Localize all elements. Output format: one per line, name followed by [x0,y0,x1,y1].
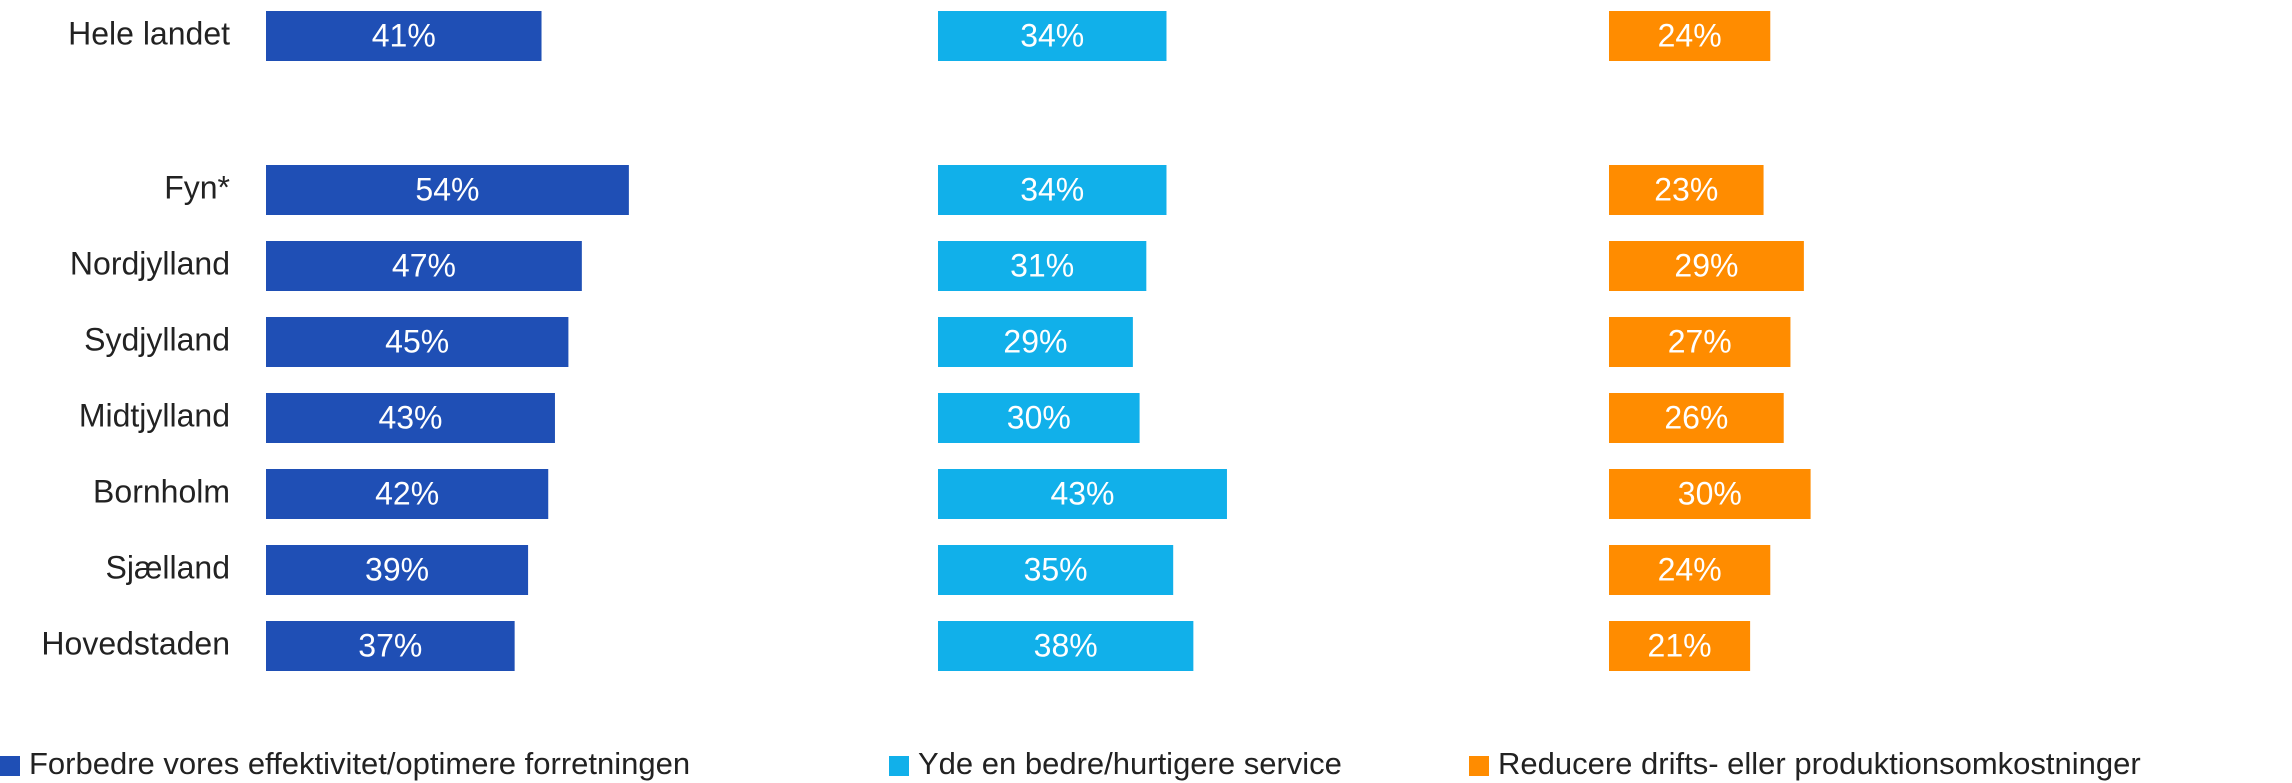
bar [938,241,1147,291]
value-label: 43% [1050,475,1114,511]
value-label: 38% [1034,627,1098,663]
bar [266,317,569,367]
category-label: Midtjylland [79,397,230,433]
category-label: Hele landet [68,15,230,51]
category-label: Fyn* [164,169,230,205]
value-label: 24% [1658,17,1722,53]
legend-swatch [0,756,20,776]
value-label: 27% [1668,323,1732,359]
value-label: 30% [1678,475,1742,511]
bar [266,11,542,61]
category-label: Hovedstaden [41,625,230,661]
bar [266,469,549,519]
bar [938,393,1140,443]
bar [938,165,1167,215]
value-label: 47% [392,247,456,283]
value-label: 26% [1664,399,1728,435]
bar [266,621,515,671]
bar [938,469,1227,519]
category-label: Sydjylland [84,321,230,357]
value-label: 29% [1003,323,1067,359]
category-label: Nordjylland [70,245,230,281]
bar [938,11,1167,61]
value-label: 42% [375,475,439,511]
value-label: 34% [1020,171,1084,207]
bar [938,621,1194,671]
legend-label: Forbedre vores effektivitet/optimere for… [29,746,690,781]
bar [938,545,1174,595]
value-label: 23% [1654,171,1718,207]
legend-label: Yde en bedre/hurtigere service [918,746,1342,781]
legend-swatch [889,756,909,776]
value-label: 41% [372,17,436,53]
bar [1609,545,1771,595]
value-label: 24% [1658,551,1722,587]
bar [1609,621,1751,671]
value-label: 39% [365,551,429,587]
value-label: 21% [1648,627,1712,663]
bar [266,165,629,215]
category-label: Bornholm [93,473,230,509]
bar [266,241,582,291]
legend-swatch [1469,756,1489,776]
value-label: 54% [415,171,479,207]
bar [1609,469,1811,519]
value-label: 30% [1007,399,1071,435]
value-label: 43% [378,399,442,435]
bar [1609,241,1804,291]
value-label: 45% [385,323,449,359]
bar [266,393,555,443]
bar [1609,317,1791,367]
bar [938,317,1133,367]
value-label: 35% [1024,551,1088,587]
bar [1609,165,1764,215]
value-label: 29% [1674,247,1738,283]
bar [1609,393,1784,443]
value-label: 37% [358,627,422,663]
bar [1609,11,1771,61]
category-label: Sjælland [105,549,230,585]
value-label: 34% [1020,17,1084,53]
bar [266,545,529,595]
legend-label: Reducere drifts- eller produktionsomkost… [1498,746,2141,781]
value-label: 31% [1010,247,1074,283]
